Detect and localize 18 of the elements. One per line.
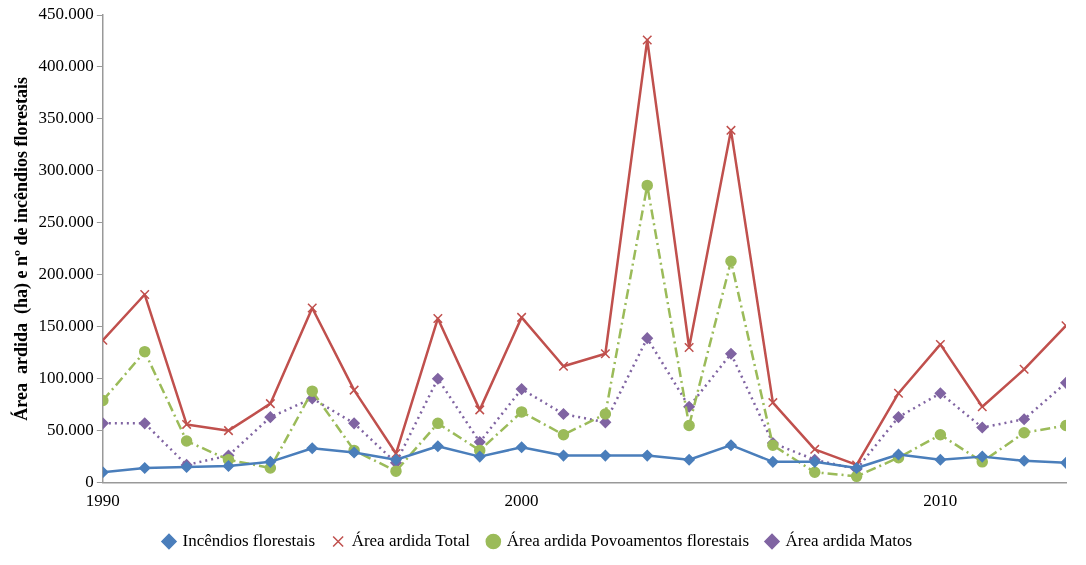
legend-label: Incêndios florestais xyxy=(182,530,316,550)
y-tick-label: 450.000 xyxy=(38,4,94,24)
y-tick-label: 150.000 xyxy=(38,316,94,336)
y-tick-label: 0 xyxy=(85,472,94,492)
legend-label: Área ardida Total xyxy=(351,530,471,550)
y-tick-label: 300.000 xyxy=(38,160,94,180)
y-tick-label: 50.000 xyxy=(47,420,94,440)
legend-label: Área ardida Matos xyxy=(785,530,913,550)
y-axis-title: Área ardida (ha) e nº de incêndios florestais xyxy=(10,76,33,421)
y-tick-label: 400.000 xyxy=(38,56,94,76)
y-tick-label: 350.000 xyxy=(38,108,94,128)
x-tick-label: 1990 xyxy=(85,491,120,511)
y-tick-label: 250.000 xyxy=(38,212,94,232)
x-tick-label: 2010 xyxy=(923,491,958,511)
legend-label: Área ardida Povoamentos florestais xyxy=(506,530,750,550)
y-tick-label: 200.000 xyxy=(38,264,94,284)
x-tick-label: 2000 xyxy=(504,491,539,511)
y-tick-label: 100.000 xyxy=(38,368,94,388)
